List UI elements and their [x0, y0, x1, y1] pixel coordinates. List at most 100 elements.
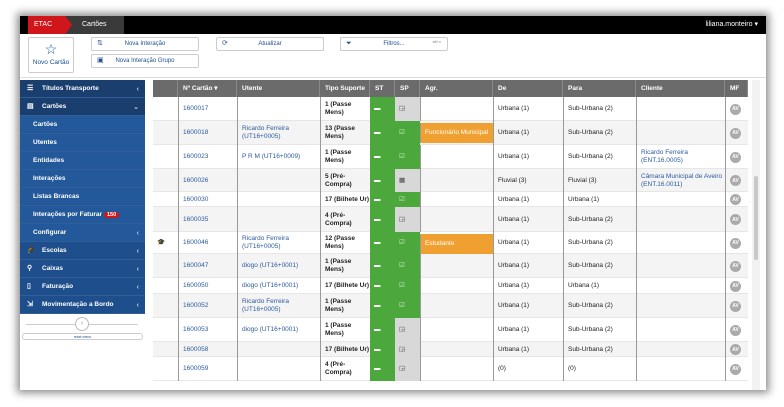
cliente-link[interactable] [636, 318, 725, 342]
cliente-link[interactable] [636, 232, 725, 254]
table-row[interactable]: 1600058 17 (Bilhete Ur) ▬ ◲ Urbana (1) Sub-Ur… [153, 342, 748, 357]
cliente-link[interactable] [636, 192, 725, 207]
utente-link[interactable]: Ricardo Ferreira (UT16+0005) [237, 121, 320, 145]
refresh-button[interactable]: ⟳ Atualizar [216, 37, 324, 51]
folder-icon[interactable]: ▬ [370, 232, 395, 254]
checkbox-icon[interactable]: ☑ [395, 278, 420, 294]
av-icon[interactable]: AV [725, 294, 748, 318]
card-number-link[interactable]: 1600030 [178, 192, 237, 207]
sidebar-item-cart-es[interactable]: ▤ Cartões ⌄ [20, 98, 145, 116]
column-header[interactable]: Nº Cartão ▾ [178, 80, 237, 97]
sidebar-item-listas-brancas[interactable]: Listas Brancas [20, 188, 145, 206]
checkbox-icon[interactable]: ☑ [395, 192, 420, 207]
card-number-link[interactable]: 1600026 [178, 169, 237, 192]
table-row[interactable]: 1600017 1 (Passe Mens) ▬ ◲ Urbana (1) Sub-Urb… [153, 97, 748, 121]
cliente-link[interactable] [636, 357, 725, 381]
av-icon[interactable]: AV [725, 207, 748, 232]
utente-link[interactable]: Ricardo Ferreira (UT16+0005) [237, 294, 320, 318]
card-number-link[interactable]: 1600047 [178, 254, 237, 278]
table-row[interactable]: 1600052 Ricardo Ferreira (UT16+0005) 1 (Pa… [153, 294, 748, 318]
folder-icon[interactable]: ▬ [370, 192, 395, 207]
utente-link[interactable]: diogo (UT16+0001) [237, 278, 320, 294]
utente-link[interactable]: diogo (UT16+0001) [237, 254, 320, 278]
scrollbar-thumb[interactable] [754, 176, 758, 260]
card-number-link[interactable]: 1600017 [178, 97, 237, 121]
cliente-link[interactable] [636, 278, 725, 294]
cliente-link[interactable] [636, 97, 725, 121]
sidebar-item-t-tulos-transporte[interactable]: ☰ Títulos Transporte ‹ [20, 80, 145, 98]
breadcrumb-root[interactable]: ETAC [28, 16, 72, 34]
folder-icon[interactable]: ▬ [370, 145, 395, 169]
new-group-interaction-button[interactable]: ▣ Nova Interação Grupo [91, 54, 199, 68]
utente-link[interactable] [237, 207, 320, 232]
reset-menu-button[interactable]: reset menu [22, 333, 143, 340]
av-icon[interactable]: AV [725, 169, 748, 192]
cliente-link[interactable] [636, 207, 725, 232]
device-icon[interactable]: ◲ [395, 97, 420, 121]
cliente-link[interactable] [636, 121, 725, 145]
folder-icon[interactable]: ▬ [370, 207, 395, 232]
sidebar-item-fatura-o[interactable]: ▯ Faturação ‹ [20, 278, 145, 296]
sidebar-item-utentes[interactable]: Utentes [20, 134, 145, 152]
cliente-link[interactable] [636, 342, 725, 357]
utente-link[interactable] [237, 357, 320, 381]
device-icon[interactable]: ◲ [395, 318, 420, 342]
av-icon[interactable]: AV [725, 342, 748, 357]
table-row[interactable]: 🎓 1600046 Ricardo Ferreira (UT16+0005) 12 (… [153, 232, 748, 254]
device-icon[interactable]: ◲ [395, 357, 420, 381]
table-row[interactable]: 1600023 P R M (UT16+0009) 1 (Passe Mens) ▬ ☑… [153, 145, 748, 169]
checkbox-icon[interactable]: ☑ [395, 145, 420, 169]
table-row[interactable]: 1600059 4 (Pré-Compra) ▬ ◲ (0) (0) AV [153, 357, 748, 381]
card-number-link[interactable]: 1600018 [178, 121, 237, 145]
cliente-link[interactable]: Câmara Municipal de Aveiro (ENT.16.0011) [636, 169, 725, 192]
table-row[interactable]: 1600050 diogo (UT16+0001) 17 (Bilhete Ur) ▬… [153, 278, 748, 294]
folder-icon[interactable]: ▬ [370, 97, 395, 121]
av-icon[interactable]: AV [725, 121, 748, 145]
checkbox-icon[interactable]: ☑ [395, 232, 420, 254]
cliente-link[interactable]: Ricardo Ferreira (ENT.16.0005) [636, 145, 725, 169]
table-row[interactable]: 1600026 5 (Pré-Compra) ▬ ▩ Fluvial (3) Fluvia… [153, 169, 748, 192]
utente-link[interactable] [237, 192, 320, 207]
av-icon[interactable]: AV [725, 278, 748, 294]
card-number-link[interactable]: 1600058 [178, 342, 237, 357]
column-header[interactable]: De [493, 80, 563, 97]
av-icon[interactable]: AV [725, 145, 748, 169]
checkbox-icon[interactable]: ☑ [395, 254, 420, 278]
folder-icon[interactable]: ▬ [370, 169, 395, 192]
folder-icon[interactable]: ▬ [370, 294, 395, 318]
checkbox-icon[interactable]: ☑ [395, 121, 420, 145]
column-header[interactable]: Tipo Suporte [320, 80, 370, 97]
utente-link[interactable] [237, 97, 320, 121]
folder-icon[interactable]: ▬ [370, 254, 395, 278]
av-icon[interactable]: AV [725, 357, 748, 381]
folder-icon[interactable]: ▬ [370, 278, 395, 294]
column-header[interactable]: Cliente [636, 80, 725, 97]
folder-icon[interactable]: ▬ [370, 357, 395, 381]
device-icon[interactable]: ◲ [395, 207, 420, 232]
cliente-link[interactable] [636, 294, 725, 318]
av-icon[interactable]: AV [725, 97, 748, 121]
table-row[interactable]: 1600030 17 (Bilhete Ur) ▬ ☑ Urbana (1) Urbana… [153, 192, 748, 207]
column-header[interactable]: Utente [237, 80, 320, 97]
utente-link[interactable]: diogo (UT16+0001) [237, 318, 320, 342]
new-card-button[interactable]: ☆ Novo Cartão [28, 37, 74, 73]
sidebar-item-caixas[interactable]: ⚲ Caixas ‹ [20, 260, 145, 278]
table-row[interactable]: 1600035 4 (Pré-Compra) ▬ ◲ Urbana (1) Sub-Urb… [153, 207, 748, 232]
sidebar-item-intera-es[interactable]: Interações [20, 170, 145, 188]
collapse-sidebar-button[interactable]: ‹ [75, 317, 89, 331]
utente-link[interactable]: P R M (UT16+0009) [237, 145, 320, 169]
sidebar-item-cart-es[interactable]: Cartões [20, 116, 145, 134]
card-number-link[interactable]: 1600059 [178, 357, 237, 381]
card-number-link[interactable]: 1600052 [178, 294, 237, 318]
av-icon[interactable]: AV [725, 318, 748, 342]
checkbox-icon[interactable]: ☑ [395, 294, 420, 318]
new-interaction-button[interactable]: ⇅ Nova Interação [91, 37, 199, 51]
card-number-link[interactable]: 1600050 [178, 278, 237, 294]
utente-link[interactable]: Ricardo Ferreira (UT16+0005) [237, 232, 320, 254]
column-header[interactable]: MF [725, 80, 748, 97]
filters-button[interactable]: ⏷ Filtros... alt+c [340, 37, 448, 51]
user-menu[interactable]: liliana.monteiro ▾ [705, 21, 758, 28]
table-row[interactable]: 1600018 Ricardo Ferreira (UT16+0005) 13 (P… [153, 121, 748, 145]
av-icon[interactable]: AV [725, 232, 748, 254]
utente-link[interactable] [237, 342, 320, 357]
